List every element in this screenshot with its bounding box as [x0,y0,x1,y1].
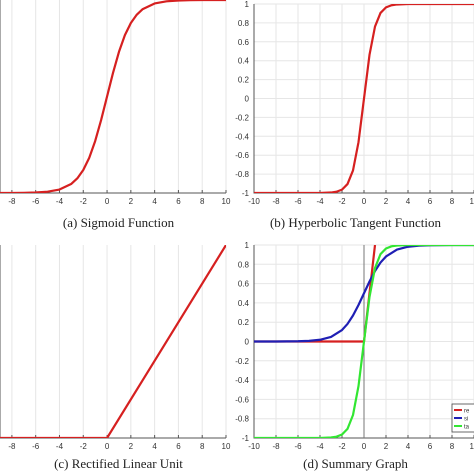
y-tick-label: -0.2 [235,113,249,122]
axes-frame [0,0,226,194]
x-tick-label: 6 [176,197,181,206]
panel-relu: -8 -6 -4 -2 0 2 4 6 8 10 [0,245,231,451]
x-tick-label: -4 [56,442,64,451]
y-tick-label: -1 [242,189,250,198]
y-tick-label: 0.8 [238,260,250,269]
x-tick-label: -6 [32,442,40,451]
x-tick-label: 2 [384,442,389,451]
x-tick-label: 10 [470,442,474,451]
x-tick-label: -2 [338,197,346,206]
x-tick-label: -10 [248,197,260,206]
legend: re si ta [451,403,474,433]
y-tick-label: -0.4 [235,132,249,141]
y-tick-label: -0.8 [235,415,249,424]
x-tick-label: 6 [428,442,433,451]
y-tick-label: -0.8 [235,170,249,179]
x-tick-label: 0 [362,197,367,206]
x-tick-label: -2 [338,442,346,451]
x-tick-label: 4 [406,197,411,206]
x-tick-label: 4 [406,442,411,451]
series-line [254,4,474,193]
y-tick-label: 0.4 [238,57,250,66]
x-tick-label: -4 [316,197,324,206]
y-tick-label: -0.6 [235,395,249,404]
legend-label: ta [464,425,470,431]
series-line-ta [254,245,474,438]
y-tick-label: 0.2 [238,76,250,85]
panel-sigmoid: -8 -6 -4 -2 0 2 4 6 8 10 [0,0,231,206]
x-tick-label: 8 [200,197,205,206]
axes-frame [0,245,226,439]
y-tick-label: 0 [245,338,250,347]
y-tick-label: 1 [245,241,250,250]
y-tick-label: -0.2 [235,357,249,366]
x-tick-label: -8 [272,442,280,451]
y-tick-label: 0.6 [238,280,250,289]
caption-tanh: (b) Hyperbolic Tangent Function [269,215,442,230]
series-line [0,0,226,193]
x-tick-label: -10 [248,442,260,451]
x-tick-label: 2 [129,442,134,451]
y-tick-label: 0.2 [238,318,250,327]
x-tick-label: 10 [222,197,231,206]
x-tick-label: -8 [8,442,16,451]
x-tick-label: 8 [450,197,455,206]
x-tick-label: 0 [105,442,110,451]
x-tick-label: 10 [222,442,231,451]
x-tick-label: 8 [450,442,455,451]
legend-label: re [464,409,470,415]
y-tick-label: -0.4 [235,376,249,385]
x-tick-label: 4 [152,442,157,451]
x-tick-label: -2 [80,197,88,206]
x-tick-label: 0 [105,197,110,206]
x-tick-label: -8 [272,197,280,206]
y-tick-label: 0.4 [238,299,250,308]
x-tick-label: -6 [32,197,40,206]
caption-sigmoid: (a) Sigmoid Function [62,215,175,230]
x-tick-label: -6 [294,197,302,206]
x-tick-label: -6 [294,442,302,451]
x-tick-label: 4 [152,197,157,206]
y-tick-label: 0 [245,95,250,104]
x-tick-label: 8 [200,442,205,451]
panel-tanh: -10 -8 -6 -4 -2 0 2 4 6 8 10 -1 -0.8 -0.6 -0.4 -0.2 0 0.2… [235,0,474,206]
series-line [0,245,226,438]
x-tick-label: 2 [384,197,389,206]
y-tick-label: -0.6 [235,151,249,160]
series-line-re [254,245,377,343]
x-tick-label: 6 [176,442,181,451]
x-tick-label: 10 [470,197,474,206]
x-tick-label: -8 [8,197,16,206]
y-tick-label: -1 [242,434,250,443]
x-tick-label: -4 [316,442,324,451]
x-tick-label: -2 [80,442,88,451]
x-tick-label: 0 [362,442,367,451]
panel-summary: -10 -8 -6 -4 -2 0 2 4 6 8 10 -1 -0.8 -0.6 -0.4 -0.2 0 0.2… [235,241,474,451]
y-tick-label: 1 [245,0,250,9]
caption-relu: (c) Rectified Linear Unit [54,456,183,471]
legend-label: si [464,417,468,423]
y-tick-label: 0.8 [238,19,250,28]
x-tick-label: 6 [428,197,433,206]
x-tick-label: -4 [56,197,64,206]
x-tick-label: 2 [129,197,134,206]
caption-summary: (d) Summary Graph [303,456,408,471]
y-tick-label: 0.6 [238,38,250,47]
